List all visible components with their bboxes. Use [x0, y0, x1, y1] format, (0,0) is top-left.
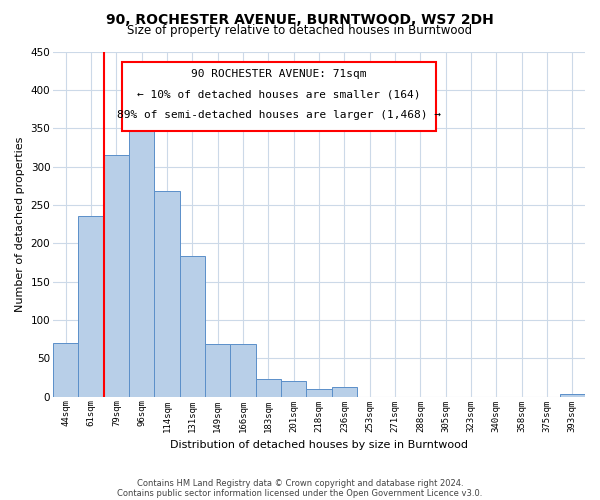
Bar	[53, 343, 79, 396]
Text: ← 10% of detached houses are smaller (164): ← 10% of detached houses are smaller (16…	[137, 90, 421, 100]
Bar	[79, 216, 104, 396]
Bar	[281, 382, 307, 396]
Bar	[129, 113, 154, 397]
Text: Contains HM Land Registry data © Crown copyright and database right 2024.: Contains HM Land Registry data © Crown c…	[137, 478, 463, 488]
Bar	[205, 344, 230, 397]
Bar	[180, 256, 205, 396]
Text: 90 ROCHESTER AVENUE: 71sqm: 90 ROCHESTER AVENUE: 71sqm	[191, 69, 367, 79]
Text: 90, ROCHESTER AVENUE, BURNTWOOD, WS7 2DH: 90, ROCHESTER AVENUE, BURNTWOOD, WS7 2DH	[106, 12, 494, 26]
Bar	[307, 389, 332, 396]
Text: 89% of semi-detached houses are larger (1,468) →: 89% of semi-detached houses are larger (…	[117, 110, 441, 120]
Text: Size of property relative to detached houses in Burntwood: Size of property relative to detached ho…	[127, 24, 473, 37]
Bar	[230, 344, 256, 397]
Bar	[332, 388, 357, 396]
Bar	[560, 394, 585, 396]
Y-axis label: Number of detached properties: Number of detached properties	[15, 136, 25, 312]
Bar	[256, 379, 281, 396]
Text: Contains public sector information licensed under the Open Government Licence v3: Contains public sector information licen…	[118, 488, 482, 498]
Bar	[154, 191, 180, 396]
X-axis label: Distribution of detached houses by size in Burntwood: Distribution of detached houses by size …	[170, 440, 468, 450]
FancyBboxPatch shape	[122, 62, 436, 131]
Bar	[104, 155, 129, 396]
